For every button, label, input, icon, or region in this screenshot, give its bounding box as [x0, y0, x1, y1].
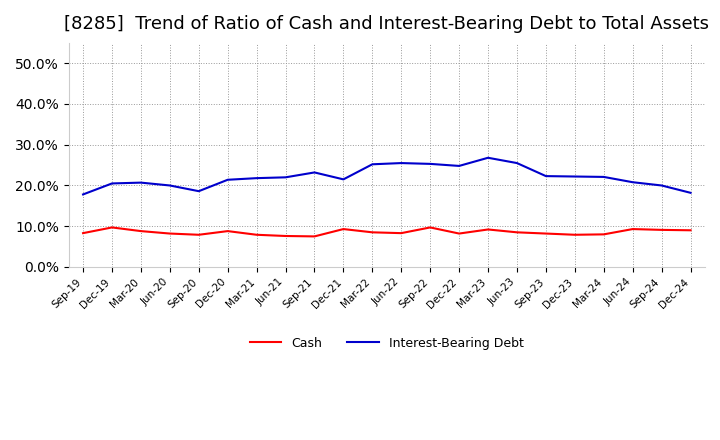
Interest-Bearing Debt [223, 177, 232, 183]
Interest-Bearing Debt [455, 163, 464, 169]
Interest-Bearing Debt [137, 180, 145, 185]
Interest-Bearing Debt [166, 183, 174, 188]
Cash [629, 227, 637, 232]
Interest-Bearing Debt [368, 161, 377, 167]
Line: Cash: Cash [83, 227, 690, 236]
Cash [397, 231, 405, 236]
Cash [368, 230, 377, 235]
Cash [657, 227, 666, 232]
Interest-Bearing Debt [513, 161, 521, 166]
Cash [600, 232, 608, 237]
Cash [252, 232, 261, 238]
Cash [194, 232, 203, 238]
Cash [137, 228, 145, 234]
Cash [310, 234, 319, 239]
Cash [166, 231, 174, 236]
Cash [78, 231, 87, 236]
Interest-Bearing Debt [484, 155, 492, 161]
Cash [339, 227, 348, 232]
Cash [484, 227, 492, 232]
Interest-Bearing Debt [339, 177, 348, 182]
Interest-Bearing Debt [426, 161, 434, 166]
Interest-Bearing Debt [282, 175, 290, 180]
Interest-Bearing Debt [541, 173, 550, 179]
Interest-Bearing Debt [397, 161, 405, 166]
Interest-Bearing Debt [686, 190, 695, 195]
Interest-Bearing Debt [600, 174, 608, 180]
Cash [513, 230, 521, 235]
Interest-Bearing Debt [629, 180, 637, 185]
Interest-Bearing Debt [108, 181, 117, 186]
Interest-Bearing Debt [570, 174, 579, 179]
Cash [282, 233, 290, 238]
Title: [8285]  Trend of Ratio of Cash and Interest-Bearing Debt to Total Assets: [8285] Trend of Ratio of Cash and Intere… [64, 15, 709, 33]
Interest-Bearing Debt [310, 170, 319, 175]
Cash [108, 225, 117, 230]
Cash [426, 225, 434, 230]
Interest-Bearing Debt [252, 176, 261, 181]
Cash [223, 228, 232, 234]
Interest-Bearing Debt [78, 192, 87, 197]
Legend: Cash, Interest-Bearing Debt: Cash, Interest-Bearing Debt [246, 332, 528, 355]
Cash [570, 232, 579, 238]
Cash [455, 231, 464, 236]
Interest-Bearing Debt [194, 188, 203, 194]
Cash [541, 231, 550, 236]
Line: Interest-Bearing Debt: Interest-Bearing Debt [83, 158, 690, 194]
Cash [686, 227, 695, 233]
Interest-Bearing Debt [657, 183, 666, 188]
